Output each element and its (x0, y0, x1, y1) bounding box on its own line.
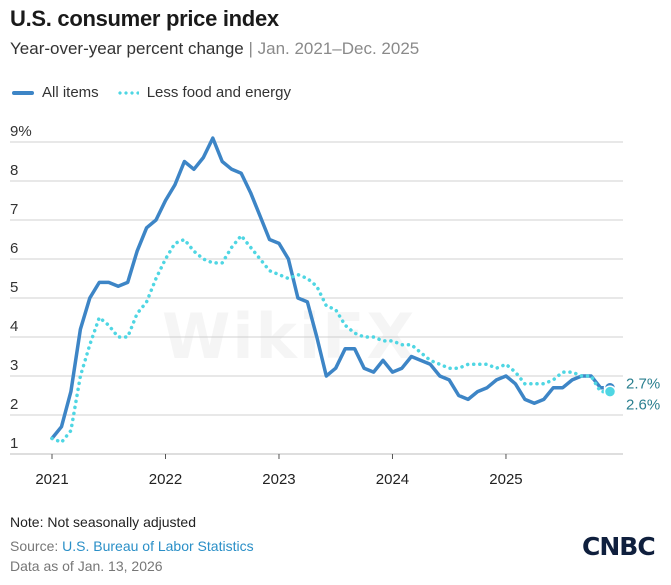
y-tick-label: 8 (10, 162, 18, 179)
chart-legend: All items Less food and energy (12, 84, 309, 101)
subtitle-separator: | (243, 39, 258, 58)
y-tick-label: 4 (10, 318, 18, 335)
y-tick-label: 6 (10, 240, 18, 257)
y-tick-label: 1 (10, 435, 18, 452)
y-tick-label: 3 (10, 357, 18, 374)
line-chart: 1 2 3 4 5 6 7 8 9% 2021 2022 2023 2024 2025 2.7% 2.6% (10, 123, 660, 488)
legend-item-core: Less food and energy (116, 84, 291, 101)
footer-as-of: Data as of Jan. 13, 2026 (10, 558, 163, 574)
legend-item-all-items: All items (12, 84, 99, 101)
end-label-all-items: 2.7% (626, 376, 660, 393)
x-tick-label: 2024 (376, 471, 409, 488)
footer-source: Source: U.S. Bureau of Labor Statistics (10, 538, 254, 554)
x-tick-label: 2021 (35, 471, 68, 488)
cnbc-logo: CNBC (582, 532, 656, 561)
y-tick-label: 5 (10, 279, 18, 296)
end-point-core (603, 385, 617, 398)
chart-title: U.S. consumer price index (10, 6, 279, 31)
x-tick-label: 2023 (262, 471, 295, 488)
chart-subtitle: Year-over-year percent change | Jan. 202… (10, 39, 419, 59)
footer-note: Note: Not seasonally adjusted (10, 514, 196, 530)
legend-label-core: Less food and energy (146, 84, 291, 101)
x-tick-label: 2025 (489, 471, 522, 488)
subtitle-main: Year-over-year percent change (10, 39, 244, 58)
end-label-core: 2.6% (626, 397, 660, 414)
source-link[interactable]: U.S. Bureau of Labor Statistics (62, 538, 254, 554)
y-tick-label: 9% (10, 123, 32, 140)
legend-swatch-all-items (12, 90, 34, 95)
series-line-all-items (50, 136, 612, 441)
y-tick-label: 7 (10, 201, 18, 218)
legend-swatch-core (116, 90, 139, 95)
x-tick-label: 2022 (149, 471, 182, 488)
legend-label-all-items: All items (42, 84, 99, 101)
source-prefix: Source: (10, 538, 63, 554)
subtitle-range: Jan. 2021–Dec. 2025 (257, 39, 420, 58)
y-tick-label: 2 (10, 396, 18, 413)
series-line-core (50, 233, 612, 445)
